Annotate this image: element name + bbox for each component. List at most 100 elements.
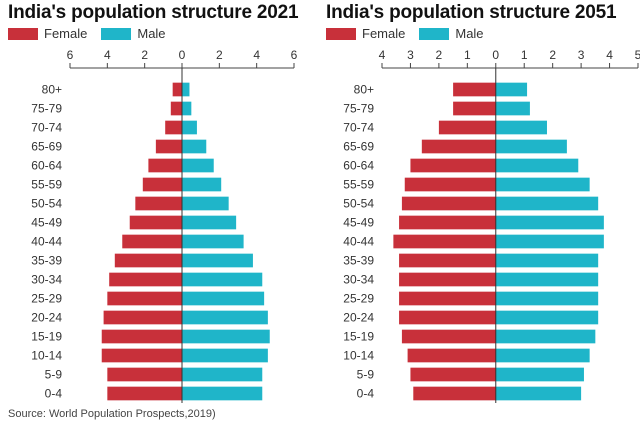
category-label: 5-9 bbox=[45, 368, 63, 382]
legend-label-female: Female bbox=[44, 26, 88, 41]
female-bar bbox=[453, 101, 496, 116]
category-label: 25-29 bbox=[343, 292, 374, 306]
female-bar bbox=[413, 386, 496, 401]
male-bar bbox=[182, 139, 207, 154]
male-bar bbox=[495, 196, 599, 211]
female-bar bbox=[399, 272, 496, 287]
category-label: 15-19 bbox=[343, 330, 374, 344]
male-bar bbox=[495, 177, 590, 192]
category-label: 70-74 bbox=[343, 121, 374, 135]
female-bar bbox=[172, 82, 182, 97]
female-bar bbox=[407, 348, 496, 363]
category-label: 50-54 bbox=[343, 197, 374, 211]
female-bar bbox=[393, 234, 496, 249]
category-label: 25-29 bbox=[31, 292, 62, 306]
pyramid-plot: 4 3 2 1 0 1 2 3 4 5 80+ 75-79 70-74 65-69 60-64 55-59 50… bbox=[343, 48, 640, 403]
x-tick-label: 3 bbox=[578, 48, 585, 62]
x-tick-label: 6 bbox=[291, 48, 298, 62]
legend-label-female: Female bbox=[362, 26, 406, 41]
x-tick-label: 2 bbox=[549, 48, 556, 62]
male-bar bbox=[495, 367, 584, 382]
category-label: 40-44 bbox=[343, 235, 374, 249]
female-bar bbox=[421, 139, 496, 154]
category-label: 0-4 bbox=[45, 387, 63, 401]
category-label: 65-69 bbox=[31, 140, 62, 154]
female-bar bbox=[107, 367, 182, 382]
source-note: Source: World Population Prospects,2019) bbox=[8, 408, 216, 420]
male-bar bbox=[182, 177, 222, 192]
category-label: 75-79 bbox=[31, 102, 62, 116]
x-tick-label: 4 bbox=[379, 48, 386, 62]
male-bar bbox=[182, 196, 229, 211]
male-bar bbox=[495, 82, 528, 97]
chart-legend: Female Male bbox=[326, 26, 498, 41]
category-label: 55-59 bbox=[31, 178, 62, 192]
x-tick-label: 0 bbox=[492, 48, 499, 62]
category-label: 15-19 bbox=[31, 330, 62, 344]
category-label: 50-54 bbox=[31, 197, 62, 211]
male-bar bbox=[182, 329, 270, 344]
female-bar bbox=[399, 253, 496, 268]
female-bar bbox=[148, 158, 182, 173]
legend-swatch-female bbox=[326, 27, 356, 40]
female-bar bbox=[404, 177, 496, 192]
male-bar bbox=[182, 291, 265, 306]
x-tick-label: 1 bbox=[521, 48, 528, 62]
chart-title: India's population structure 2051 bbox=[326, 2, 617, 23]
category-label: 80+ bbox=[354, 83, 374, 97]
x-tick-label: 4 bbox=[104, 48, 111, 62]
category-label: 35-39 bbox=[343, 254, 374, 268]
x-tick-label: 1 bbox=[464, 48, 471, 62]
female-bar bbox=[101, 348, 182, 363]
category-label: 75-79 bbox=[343, 102, 374, 116]
category-label: 5-9 bbox=[357, 368, 375, 382]
male-bar bbox=[182, 310, 268, 325]
category-label: 35-39 bbox=[31, 254, 62, 268]
category-label: 20-24 bbox=[343, 311, 374, 325]
x-tick-label: 3 bbox=[407, 48, 414, 62]
female-bar bbox=[165, 120, 182, 135]
category-label: 70-74 bbox=[31, 121, 62, 135]
category-label: 55-59 bbox=[343, 178, 374, 192]
female-bar bbox=[399, 215, 496, 230]
legend-label-male: Male bbox=[455, 26, 484, 41]
x-tick-label: 2 bbox=[141, 48, 148, 62]
male-bar bbox=[495, 253, 599, 268]
female-bar bbox=[122, 234, 182, 249]
legend-swatch-male bbox=[419, 27, 450, 40]
x-tick-label: 6 bbox=[67, 48, 74, 62]
male-bar bbox=[495, 234, 604, 249]
male-bar bbox=[182, 158, 214, 173]
female-bar bbox=[438, 120, 496, 135]
category-label: 10-14 bbox=[343, 349, 374, 363]
male-bar bbox=[182, 120, 197, 135]
legend-swatch-male bbox=[101, 27, 132, 40]
category-label: 20-24 bbox=[31, 311, 62, 325]
category-label: 45-49 bbox=[343, 216, 374, 230]
male-bar bbox=[495, 272, 599, 287]
category-label: 30-34 bbox=[31, 273, 62, 287]
female-bar bbox=[453, 82, 496, 97]
male-bar bbox=[495, 348, 590, 363]
male-bar bbox=[182, 215, 237, 230]
female-bar bbox=[114, 253, 182, 268]
male-bar bbox=[182, 386, 263, 401]
male-bar bbox=[182, 348, 268, 363]
female-bar bbox=[109, 272, 182, 287]
category-label: 0-4 bbox=[357, 387, 375, 401]
female-bar bbox=[107, 291, 182, 306]
category-label: 10-14 bbox=[31, 349, 62, 363]
female-bar bbox=[410, 158, 496, 173]
male-bar bbox=[182, 367, 263, 382]
male-bar bbox=[495, 386, 582, 401]
female-bar bbox=[155, 139, 182, 154]
female-bar bbox=[135, 196, 182, 211]
male-bar bbox=[495, 139, 567, 154]
female-bar bbox=[399, 291, 496, 306]
female-bar bbox=[401, 196, 496, 211]
chart-title: India's population structure 2021 bbox=[8, 2, 299, 23]
category-label: 40-44 bbox=[31, 235, 62, 249]
male-bar bbox=[182, 234, 244, 249]
female-bar bbox=[142, 177, 182, 192]
male-bar bbox=[495, 215, 604, 230]
